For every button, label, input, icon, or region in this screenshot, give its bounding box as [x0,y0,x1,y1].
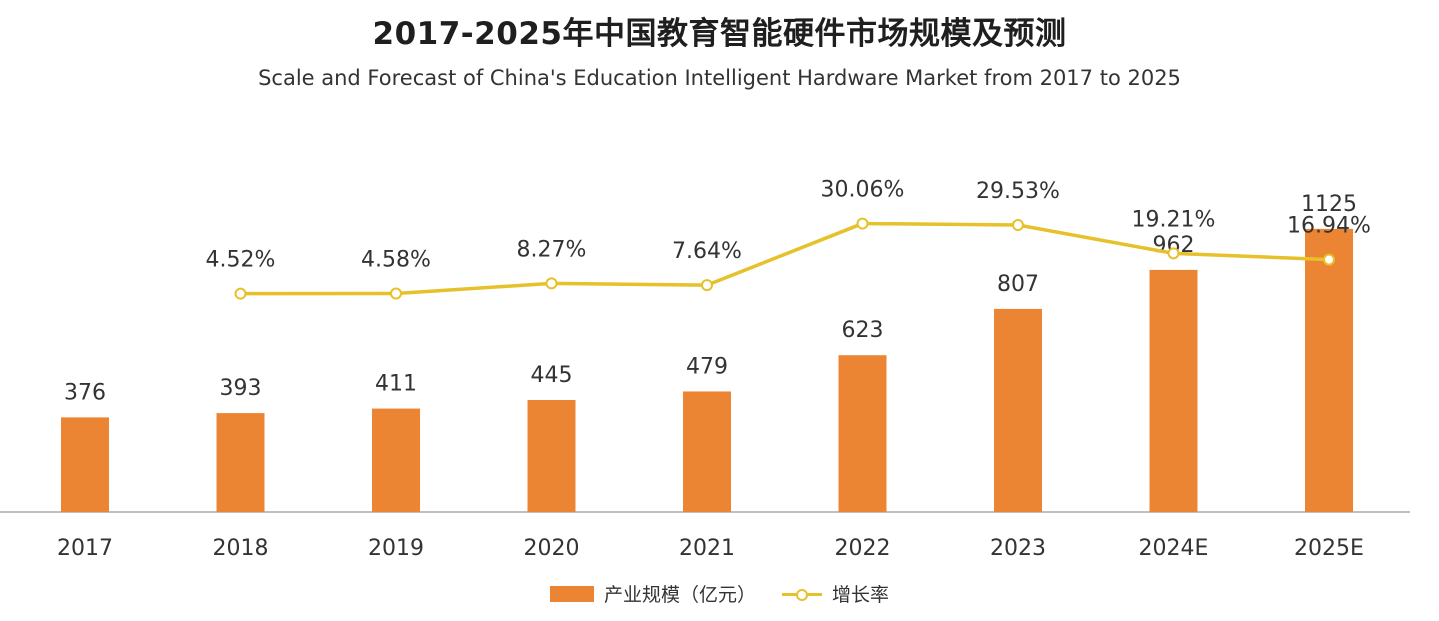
growth-value-label-2018: 4.52% [206,248,276,273]
growth-point-2019 [390,287,402,300]
growth-value-label-2025E: 16.94% [1287,214,1371,239]
bar-2021 [683,391,731,512]
bar-value-label-2025E: 1125 [1301,192,1357,217]
x-tick-label-2019: 2019 [368,536,424,561]
bar-2023 [994,308,1042,512]
growth-value-label-2021: 7.64% [672,239,742,264]
legend-item-bar: 产业规模（亿元） [549,580,756,607]
bar-value-label-2020: 445 [531,363,573,388]
legend-line-swatch [782,586,822,602]
bar-value-label-2023: 807 [997,272,1039,297]
x-tick-label-2025E: 2025E [1294,536,1364,561]
bar-2022 [838,355,887,512]
chart-title: 2017-2025年中国教育智能硬件市场规模及预测 [372,16,1067,52]
growth-rate-line [240,221,1330,296]
legend-line-label: 增长率 [832,584,890,606]
bar-value-label-2017: 376 [64,380,106,405]
growth-point-2025E [1323,253,1335,266]
bar-2024E [1149,269,1198,512]
growth-value-label-2024E: 19.21% [1132,207,1216,232]
chart-subtitle: Scale and Forecast of China's Education … [258,66,1181,90]
bar-2025E [1305,228,1353,512]
x-tick-label-2020: 2020 [524,536,580,561]
bar-value-label-2019: 411 [375,372,417,397]
bar-value-label-2022: 623 [842,318,884,343]
chart-legend: 产业规模（亿元） 增长率 [0,580,1439,607]
growth-value-label-2022: 30.06% [821,178,905,203]
legend-bar-label: 产业规模（亿元） [603,584,756,606]
x-tick-label-2017: 2017 [57,536,113,561]
x-tick-label-2024E: 2024E [1139,536,1209,561]
bar-value-label-2021: 479 [686,354,728,379]
bar-2018 [216,413,265,512]
legend-item-line: 增长率 [782,580,889,607]
growth-point-2023 [1012,219,1024,232]
x-tick-label-2023: 2023 [990,536,1046,561]
bar-2017 [61,417,109,512]
growth-value-label-2020: 8.27% [517,237,587,262]
bar-value-label-2018: 393 [220,376,262,401]
x-tick-label-2018: 2018 [213,536,269,561]
growth-point-2021 [701,279,713,292]
growth-point-2024E [1167,247,1180,260]
x-tick-label-2021: 2021 [679,536,735,561]
legend-bar-swatch [549,585,594,602]
growth-point-2018 [234,287,247,300]
growth-value-label-2023: 29.53% [976,179,1060,204]
x-tick-label-2022: 2022 [835,536,891,561]
bar-2020 [527,400,576,512]
bar-2019 [372,408,420,512]
growth-point-2020 [545,277,558,290]
growth-value-label-2019: 4.58% [361,248,431,273]
growth-point-2022 [856,217,869,230]
